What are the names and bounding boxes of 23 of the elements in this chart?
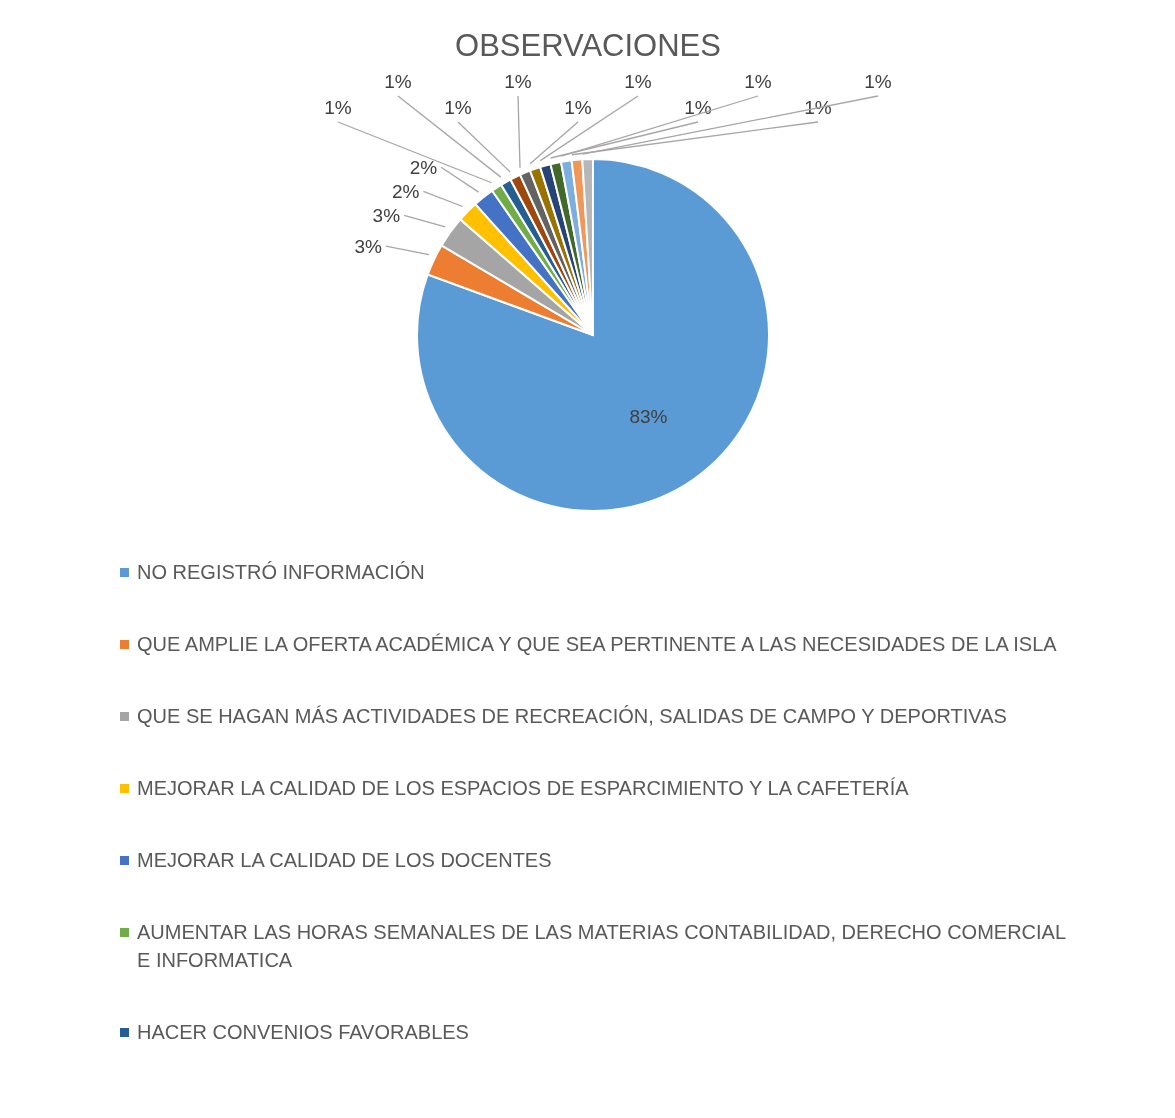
data-label: 83% [629,406,668,428]
legend-label: QUE SE HAGAN MÁS ACTIVIDADES DE RECREACIÓN, SALIDAS DE CAMPO Y DEPORTIVAS [137,704,1007,729]
data-label: 1% [324,97,352,118]
data-label: 1% [504,71,532,92]
data-label: 1% [864,71,892,92]
legend-label: AUMENTAR LAS HORAS SEMANALES DE LAS MATERIAS CONTABILIDAD, DERECHO COMERCIAL E INFORMATICA [137,920,1067,973]
data-label: 1% [804,97,832,118]
data-label: 2% [391,180,420,202]
data-label: 3% [372,204,401,226]
chart-title: OBSERVACIONES [454,27,722,65]
legend-label: MEJORAR LA CALIDAD DE LOS ESPACIOS DE ESPARCIMIENTO Y LA CAFETERÍA [137,776,909,801]
data-label: 1% [684,97,712,118]
data-label: 3% [354,235,382,257]
data-label: 1% [564,97,592,118]
data-label: 1% [744,71,772,92]
data-label: 1% [444,97,472,118]
data-label: 1% [624,71,652,92]
data-label: 2% [409,156,438,178]
legend-label: HACER CONVENIOS FAVORABLES [137,1020,469,1045]
legend-label: MEJORAR LA CALIDAD DE LOS DOCENTES [137,848,552,873]
legend-label: QUE AMPLIE LA OFERTA ACADÉMICA Y QUE SEA PERTINENTE A LAS NECESIDADES DE LA ISLA [137,632,1057,657]
legend-label: NO REGISTRÓ INFORMACIÓN [137,560,425,585]
data-label: 1% [384,71,412,92]
